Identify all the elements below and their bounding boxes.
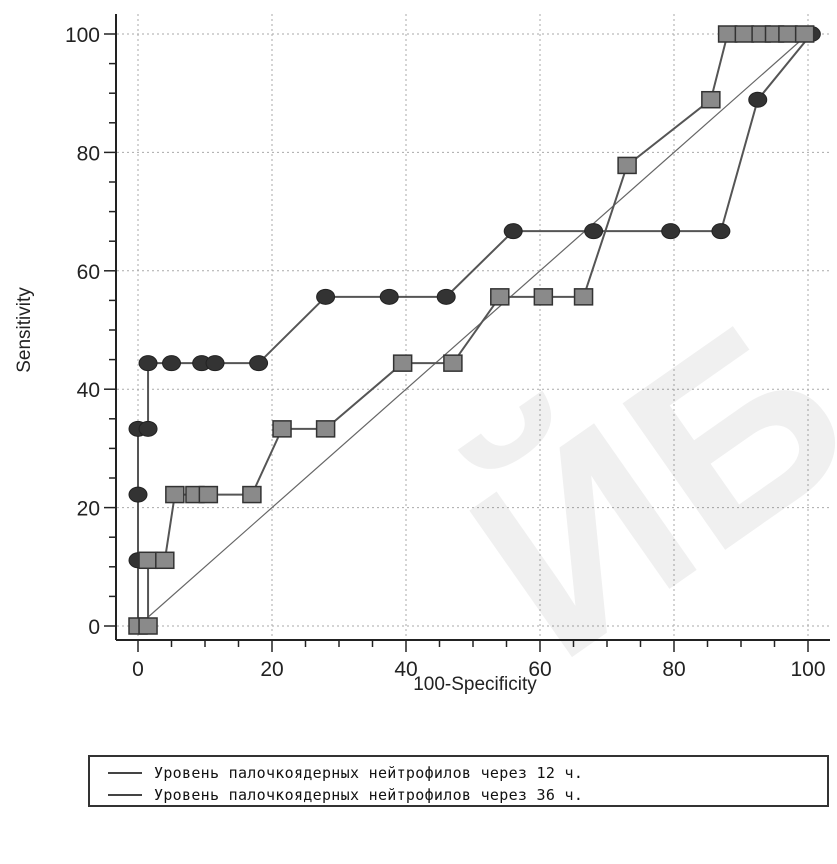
- x-axis-title: 100-Specificity: [413, 674, 537, 695]
- legend-item-36h: Уровень палочкоядерных нейтрофилов через…: [108, 784, 583, 806]
- tick-labels: 0 20 40 60 80 100 0 20 40 60 80 100: [65, 24, 826, 681]
- x-tick-label: 100: [790, 658, 825, 681]
- y-axis-title: Sensitivity: [14, 287, 35, 373]
- y-tick-label: 40: [77, 379, 100, 402]
- data-point-circle: [379, 288, 399, 305]
- data-point-square: [701, 90, 721, 109]
- data-point-square: [533, 288, 554, 306]
- data-point-circle: [748, 91, 768, 108]
- y-tick-label: 80: [77, 142, 100, 165]
- x-tick-label: 60: [528, 658, 551, 681]
- axes: [104, 14, 830, 652]
- data-point-square: [155, 551, 175, 570]
- data-point-square: [315, 420, 336, 438]
- data-point-square: [392, 354, 413, 372]
- data-point-square: [198, 485, 219, 504]
- data-point-circle: [711, 223, 731, 240]
- diagonal-reference-line: [137, 33, 809, 627]
- legend-swatch: [108, 794, 142, 796]
- x-tick-label: 40: [394, 658, 417, 681]
- x-tick-label: 0: [132, 658, 144, 681]
- data-point-square: [778, 25, 798, 43]
- diagonal-line: [137, 33, 809, 627]
- data-point-square: [443, 354, 463, 372]
- roc-chart: 0 20 40 60 80 100 0 20 40 60 80 100 100-Specificity…: [14, 14, 830, 695]
- data-point-circle: [661, 223, 681, 240]
- data-point-square: [165, 485, 185, 504]
- data-point-square: [717, 25, 738, 43]
- data-point-circle: [249, 355, 269, 372]
- legend-label: Уровень палочкоядерных нейтрофилов через…: [154, 786, 584, 804]
- x-tick-label: 80: [662, 658, 685, 681]
- y-tick-label: 20: [77, 498, 100, 521]
- data-point-circle: [503, 223, 523, 240]
- data-point-square: [617, 156, 637, 175]
- data-point-circle: [436, 288, 456, 305]
- data-point-circle: [162, 355, 181, 372]
- data-point-circle: [138, 355, 158, 372]
- legend: Уровень палочкоядерных нейтрофилов через…: [88, 755, 829, 807]
- data-point-square: [734, 25, 755, 43]
- data-point-circle: [205, 355, 225, 372]
- legend-swatch: [108, 772, 142, 774]
- grid-lines: [112, 14, 830, 640]
- y-tick-label: 100: [65, 24, 100, 47]
- data-point-square: [573, 288, 594, 306]
- data-point-circle: [584, 223, 604, 240]
- legend-item-12h: Уровень палочкоядерных нейтрофилов через…: [108, 762, 583, 784]
- x-tick-label: 20: [260, 658, 283, 681]
- data-point-circle: [138, 420, 158, 437]
- series-group: [128, 25, 821, 635]
- data-point-circle: [128, 486, 148, 503]
- legend-label: Уровень палочкоядерных нейтрофилов через…: [154, 764, 584, 782]
- y-tick-label: 0: [88, 616, 100, 639]
- data-point-square: [138, 551, 158, 570]
- data-point-square: [138, 617, 158, 635]
- data-point-square: [242, 485, 262, 504]
- y-tick-label: 60: [77, 261, 100, 284]
- data-point-square: [272, 420, 292, 438]
- data-point-square: [794, 25, 815, 43]
- data-point-circle: [316, 288, 336, 305]
- data-point-square: [490, 288, 510, 306]
